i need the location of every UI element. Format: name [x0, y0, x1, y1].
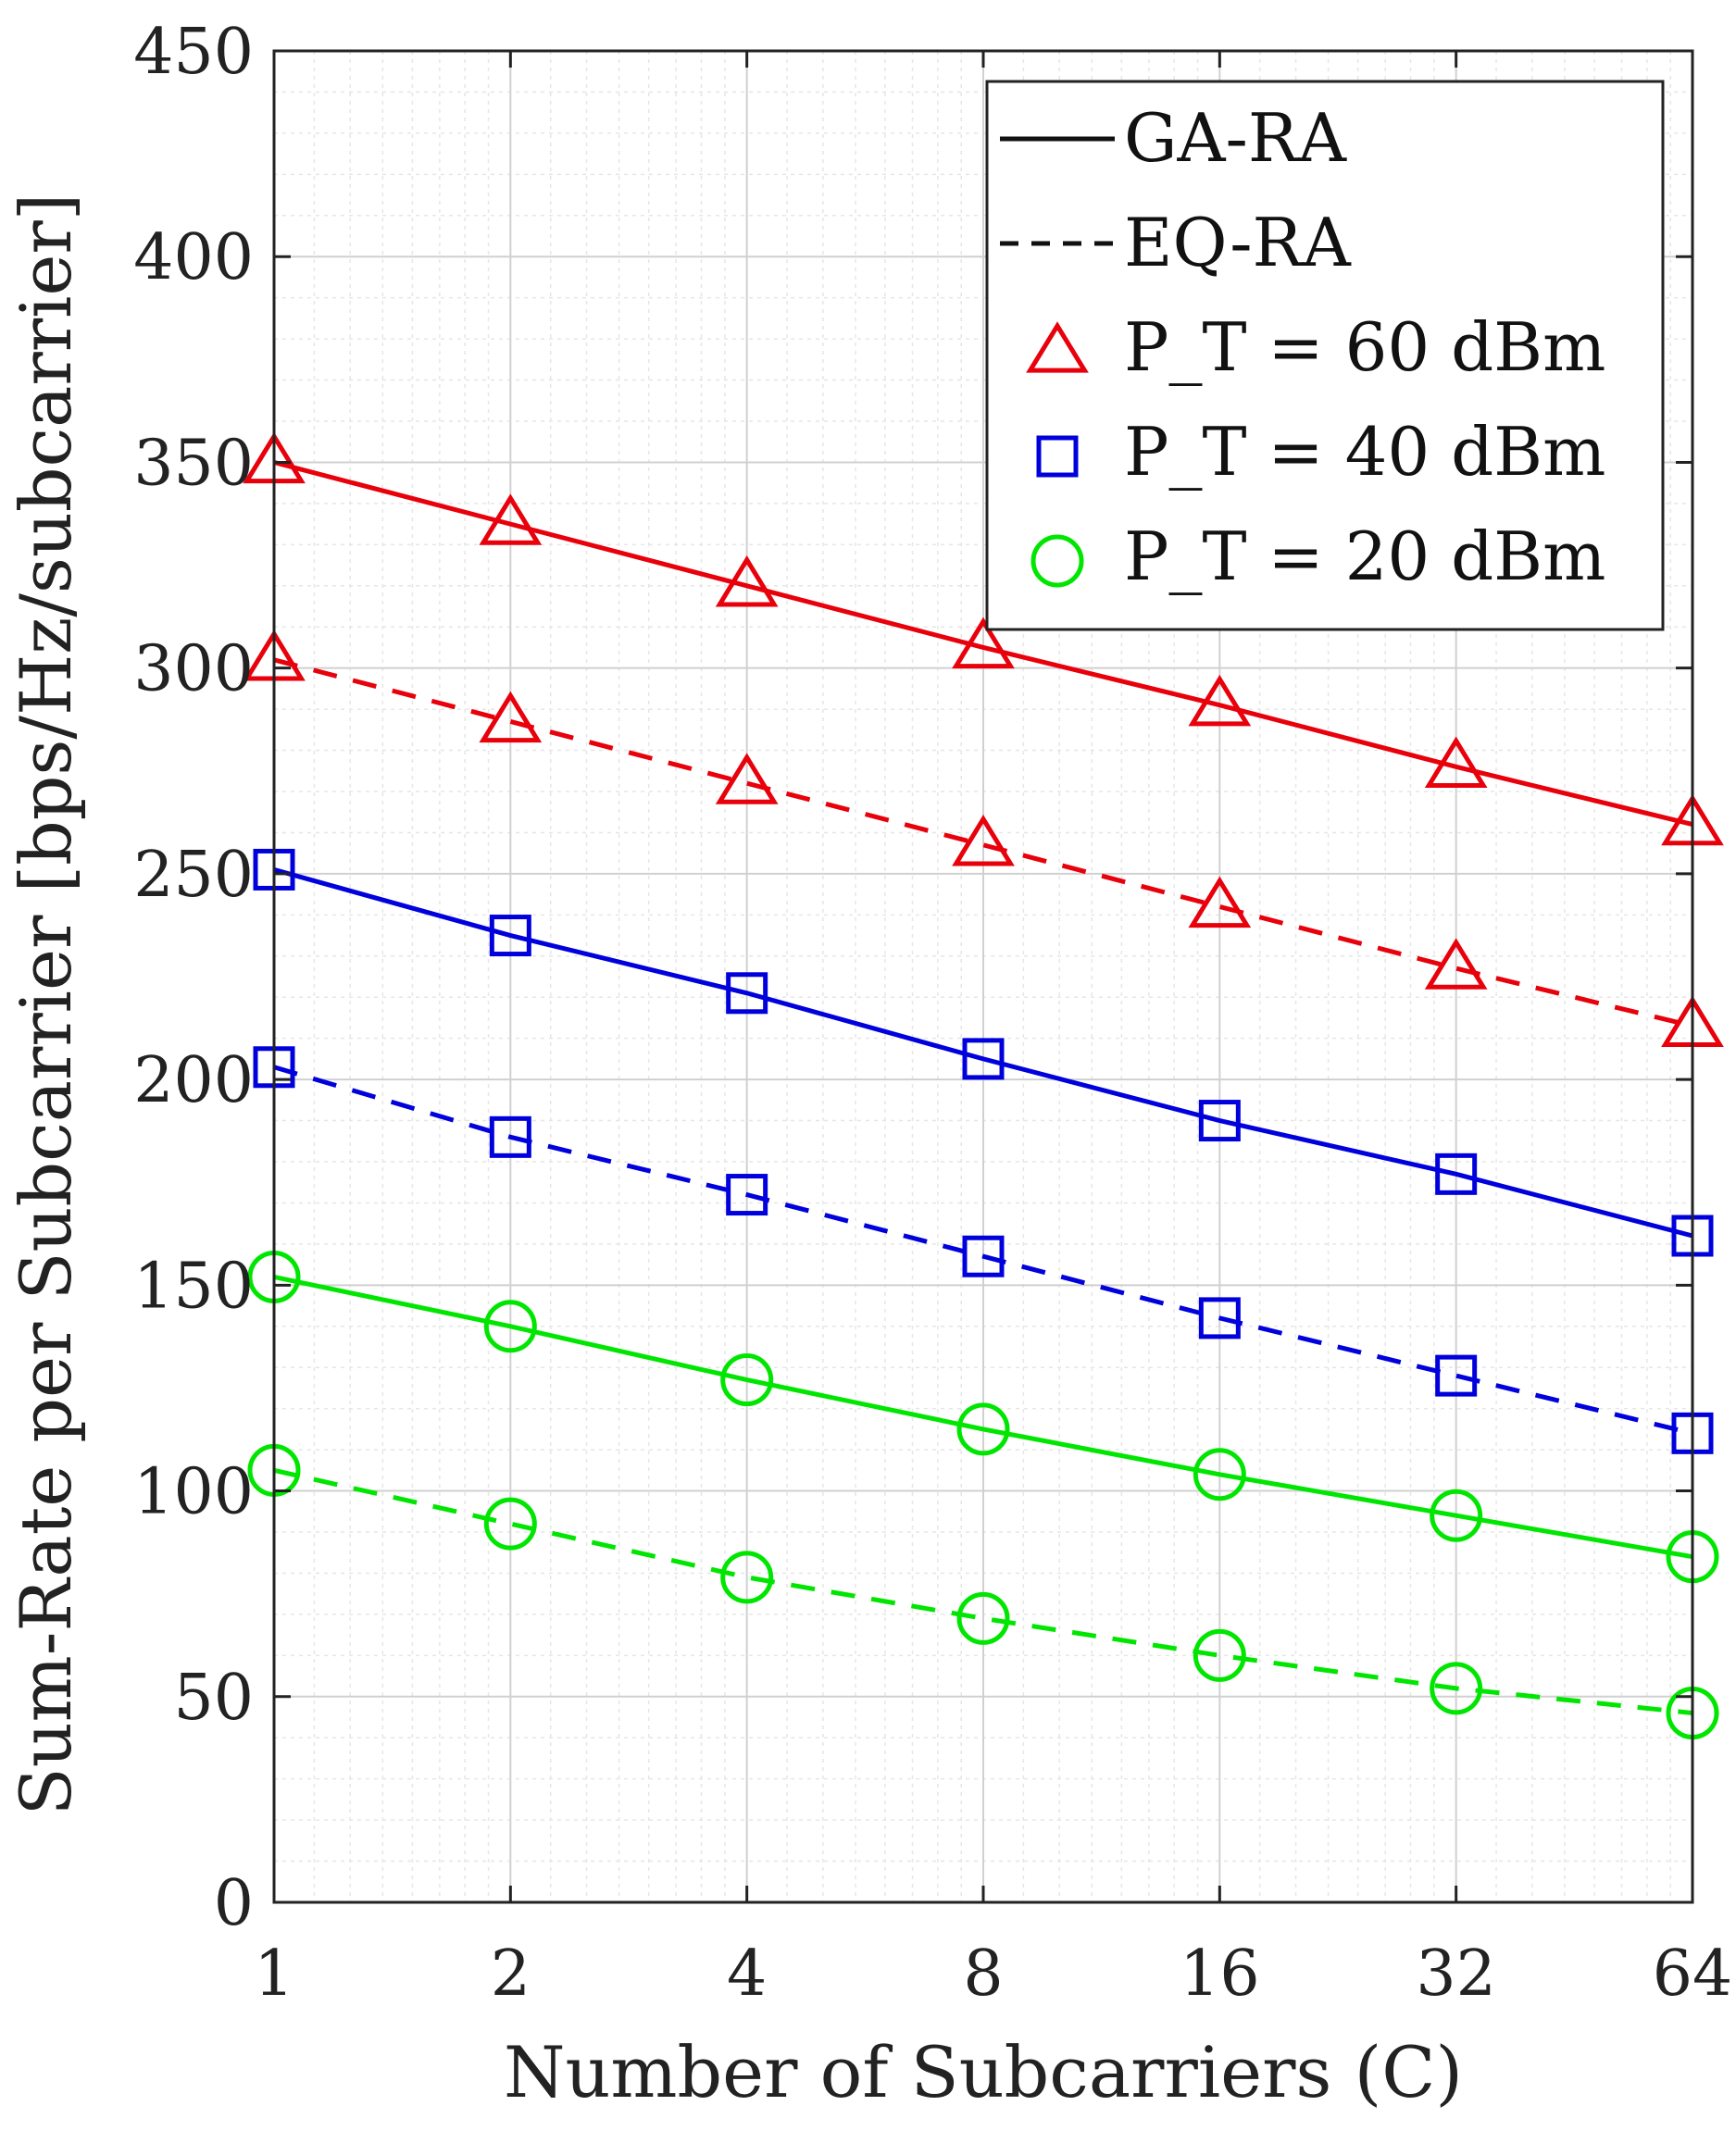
- data-point: [956, 1402, 1010, 1456]
- series-3: [253, 1046, 1714, 1454]
- legend-item: EQ-RA: [1000, 204, 1352, 281]
- series-line: [273, 1065, 1693, 1436]
- data-point: [1193, 1448, 1246, 1501]
- data-point: [1424, 938, 1488, 990]
- x-tick-label: 32: [1416, 1937, 1496, 2011]
- y-tick-label: 100: [133, 1456, 254, 1529]
- data-point: [1188, 876, 1252, 928]
- series-line: [273, 1467, 1693, 1716]
- x-tick-label: 1: [254, 1937, 293, 2011]
- data-point: [726, 1174, 768, 1216]
- series-line: [273, 460, 1693, 827]
- data-point: [715, 753, 779, 804]
- y-tick-label: 300: [133, 633, 254, 706]
- legend-label: EQ-RA: [1124, 204, 1352, 281]
- series-line: [273, 867, 1693, 1239]
- legend-marker: [1036, 435, 1079, 478]
- y-tick-label: 250: [133, 839, 254, 912]
- legend-marker: [1026, 321, 1089, 373]
- data-point: [1188, 674, 1252, 727]
- data-point: [1435, 1152, 1478, 1195]
- data-point: [1430, 1489, 1483, 1542]
- data-point: [715, 554, 779, 607]
- data-point: [962, 1038, 1005, 1080]
- x-tick-label: 8: [963, 1937, 1003, 2011]
- legend-label: P_T = 20 dBm: [1124, 517, 1605, 595]
- legend-marker: [1030, 534, 1084, 588]
- y-axis-label: Sum-Rate per Subcarrier [bps/Hz/subcarri…: [5, 193, 87, 1816]
- data-point: [1430, 1662, 1483, 1715]
- legend-item: P_T = 60 dBm: [1026, 308, 1605, 386]
- legend-label: P_T = 60 dBm: [1124, 308, 1605, 386]
- data-point: [956, 1591, 1010, 1645]
- y-tick-label: 450: [133, 16, 254, 89]
- y-tick-label: 50: [173, 1662, 254, 1735]
- data-point: [1198, 1100, 1241, 1142]
- legend-label: P_T = 40 dBm: [1124, 413, 1605, 491]
- data-point: [720, 1551, 774, 1604]
- series-4: [247, 1250, 1719, 1584]
- data-point: [489, 1115, 531, 1158]
- legend-item: P_T = 20 dBm: [1030, 517, 1605, 595]
- data-point: [1198, 1297, 1241, 1339]
- data-point: [1193, 1628, 1246, 1682]
- ticks: [272, 49, 1694, 1904]
- data-point: [952, 617, 1015, 669]
- y-tick-label: 0: [214, 1867, 254, 1940]
- data-point: [952, 814, 1015, 866]
- data-point: [489, 915, 531, 957]
- data-point: [1435, 1354, 1478, 1397]
- data-point: [479, 493, 543, 545]
- x-tick-label: 4: [727, 1937, 767, 2011]
- x-axis-label: Number of Subcarriers (C): [504, 2031, 1463, 2113]
- data-point: [726, 972, 768, 1015]
- y-tick-label: 150: [133, 1250, 254, 1323]
- y-tick-label: 200: [133, 1044, 254, 1117]
- data-point: [483, 1300, 537, 1353]
- x-tick-label: 2: [491, 1937, 531, 2011]
- x-tick-label: 16: [1180, 1937, 1260, 2011]
- series-line: [273, 1274, 1693, 1560]
- data-point: [483, 1497, 537, 1551]
- legend-item: GA-RA: [1000, 99, 1347, 177]
- data-point: [479, 691, 543, 743]
- legend-label: GA-RA: [1124, 99, 1347, 177]
- data-point: [720, 1353, 774, 1407]
- tick-labels: 0 50 100 150 200 250 300 350 400 450 1 2 4 8 16 32 64: [133, 16, 1732, 2011]
- legend-box: [985, 80, 1665, 631]
- y-tick-label: 350: [133, 427, 254, 500]
- data-point: [1424, 736, 1488, 788]
- data-point: [962, 1235, 1005, 1277]
- x-tick-label: 64: [1653, 1937, 1733, 2011]
- y-tick-label: 400: [133, 221, 254, 294]
- legend: GA-RA EQ-RA P_T = 60 dBm P_T = 40 dBm P_T = …: [985, 80, 1665, 631]
- legend-item: P_T = 40 dBm: [1036, 413, 1605, 491]
